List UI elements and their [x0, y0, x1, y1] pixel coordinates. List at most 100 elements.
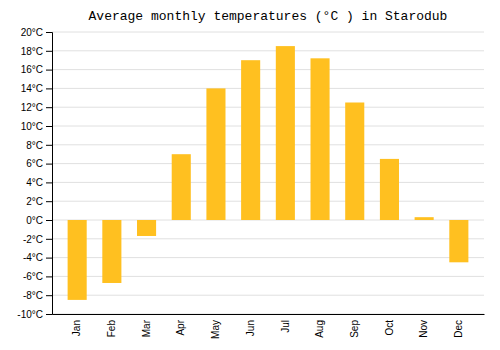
y-tick-label: 20°C [21, 27, 43, 38]
y-tick-label: 16°C [21, 64, 43, 75]
y-tick: 0°C [26, 215, 52, 226]
y-tick-label: 18°C [21, 46, 43, 57]
grid-line [52, 32, 484, 33]
y-tick-label: 14°C [21, 83, 43, 94]
bar [345, 103, 364, 221]
x-tick-label: Nov [418, 320, 429, 338]
y-axis-line [46, 33, 53, 315]
plot: -10°C -8°C -6°C -4°C -2°C 0°C 2°C 4°C 6°C 8°C 10°C… [17, 27, 484, 339]
y-tick-label: 10°C [21, 121, 43, 132]
y-tick-label: 4°C [26, 177, 43, 188]
grid-line [52, 144, 484, 145]
x-tick-label: Jul [280, 320, 291, 333]
y-tick: 16°C [21, 64, 52, 75]
grid-line [52, 107, 484, 108]
y-tick: 2°C [26, 196, 52, 207]
y-tick-mark [46, 126, 52, 127]
y-tick-mark [46, 258, 52, 259]
x-tick-label: Jun [245, 320, 256, 336]
y-tick: 14°C [21, 83, 52, 94]
bar [276, 46, 295, 220]
grid-line [52, 50, 484, 51]
x-tick-label: Mar [141, 319, 152, 337]
y-tick-mark [46, 295, 52, 296]
y-tick: 12°C [21, 102, 52, 113]
grid-line [52, 88, 484, 89]
bars [68, 46, 469, 300]
grid-line [52, 201, 484, 202]
y-tick: 4°C [26, 177, 52, 188]
y-tick-label: 0°C [26, 215, 43, 226]
y-tick-label: -4°C [23, 252, 43, 263]
x-tick: Dec [453, 320, 464, 338]
x-tick: Jul [280, 320, 291, 333]
y-tick-mark [46, 220, 52, 221]
x-tick: Sep [349, 320, 360, 338]
x-tick: Aug [314, 320, 325, 338]
y-tick-mark [46, 70, 52, 71]
grid-line [52, 69, 484, 70]
y-tick-mark [46, 182, 52, 183]
x-tick-label: Apr [175, 319, 186, 335]
y-tick-mark [46, 276, 52, 277]
y-tick: 20°C [21, 27, 52, 38]
y-tick-label: -10°C [17, 309, 43, 320]
grid-line [52, 126, 484, 127]
y-tick-mark [46, 164, 52, 165]
grid-line [52, 163, 484, 164]
y-tick-mark [46, 314, 52, 315]
x-tick: Jan [71, 320, 82, 336]
y-tick-mark [46, 107, 52, 108]
x-tick: Nov [418, 320, 429, 338]
y-tick: 18°C [21, 46, 52, 57]
x-tick-label: Aug [314, 320, 325, 338]
x-axis-line [53, 314, 485, 315]
grid [52, 32, 484, 314]
y-tick-label: -6°C [23, 271, 43, 282]
x-tick: Apr [175, 319, 186, 335]
y-tick: -8°C [23, 290, 52, 301]
y-tick-mark [46, 239, 52, 240]
x-tick-label: Sep [349, 320, 360, 338]
y-tick: 6°C [26, 158, 52, 169]
x-tick: May [210, 320, 221, 339]
x-tick: Feb [106, 320, 117, 338]
x-axis: Jan Feb Mar Apr May Jun Jul Aug Sep Oct Nov Dec [53, 315, 485, 339]
y-tick-label: 12°C [21, 102, 43, 113]
y-tick-mark [46, 32, 52, 33]
y-tick: -4°C [23, 252, 52, 263]
y-tick-label: 8°C [26, 140, 43, 151]
grid-line [52, 314, 484, 315]
x-tick-label: Feb [106, 320, 117, 338]
y-tick-label: -2°C [23, 234, 43, 245]
x-tick-label: Oct [384, 320, 395, 336]
bar [449, 220, 468, 262]
grid-line [52, 295, 484, 296]
y-tick-mark [46, 88, 52, 89]
bar [206, 88, 225, 220]
x-tick: Mar [141, 319, 152, 337]
y-tick-mark [46, 201, 52, 202]
x-tick: Oct [384, 320, 395, 336]
bar [137, 220, 156, 236]
y-tick-label: -8°C [23, 290, 43, 301]
bar [68, 220, 87, 300]
x-tick-label: Dec [453, 320, 464, 338]
title: Average monthly temperatures (°C ) in St… [89, 9, 448, 24]
bar [172, 154, 191, 220]
x-tick-label: Jan [71, 320, 82, 336]
chart: -10°C -8°C -6°C -4°C -2°C 0°C 2°C 4°C 6°C 8°C 10°C… [0, 0, 500, 350]
bar [380, 159, 399, 220]
x-tick-label: May [210, 320, 221, 339]
y-tick-mark [46, 51, 52, 52]
bar [102, 220, 121, 283]
bar [415, 217, 434, 220]
y-tick-label: 6°C [26, 158, 43, 169]
x-tick: Jun [245, 320, 256, 336]
y-tick: 8°C [26, 140, 52, 151]
y-tick: -2°C [23, 234, 52, 245]
y-tick: -6°C [23, 271, 52, 282]
grid-line [52, 182, 484, 183]
y-axis: -10°C -8°C -6°C -4°C -2°C 0°C 2°C 4°C 6°C 8°C 10°C… [17, 27, 52, 320]
y-tick-label: 2°C [26, 196, 43, 207]
